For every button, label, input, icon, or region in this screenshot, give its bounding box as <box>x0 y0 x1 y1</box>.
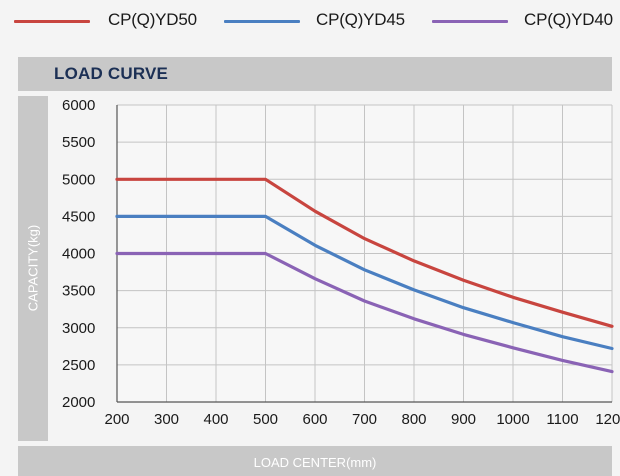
x-tick-label: 1000 <box>496 411 529 428</box>
legend-swatch-yd45 <box>224 20 300 23</box>
legend-label-yd45: CP(Q)YD45 <box>316 10 405 29</box>
y-tick-label: 2500 <box>62 357 95 374</box>
series-line-1 <box>115 177 614 328</box>
x-tick-label: 600 <box>302 411 327 428</box>
y-tick-label: 5000 <box>62 171 95 188</box>
y-axis-label-bar <box>18 96 48 441</box>
x-tick-label: 1200 <box>595 411 620 428</box>
legend-swatch-yd40 <box>432 20 508 23</box>
y-tick-label: 6000 <box>62 97 95 114</box>
legend-swatch-yd50 <box>14 20 90 23</box>
x-tick-label: 900 <box>451 411 476 428</box>
x-axis-label: LOAD CENTER(mm) <box>253 455 377 470</box>
x-tick-label: 300 <box>154 411 179 428</box>
x-tick-label: 800 <box>401 411 426 428</box>
y-tick-label: 3000 <box>62 320 95 337</box>
legend-label-yd50: CP(Q)YD50 <box>108 10 197 29</box>
chart-title-bar: LOAD CURVE <box>18 57 612 91</box>
x-tick-label: 500 <box>253 411 278 428</box>
y-tick-label: 2000 <box>62 394 95 411</box>
series-line-3 <box>115 251 614 374</box>
y-tick-label: 4500 <box>62 208 95 225</box>
legend-label-yd40: CP(Q)YD40 <box>524 10 613 29</box>
y-tick-label: 4000 <box>62 246 95 263</box>
y-tick-label: 5500 <box>62 134 95 151</box>
x-tick-label: 400 <box>203 411 228 428</box>
legend: CP(Q)YD50 CP(Q)YD45 CP(Q)YD40 <box>0 0 620 44</box>
x-tick-label: 700 <box>352 411 377 428</box>
x-tick-label: 200 <box>104 411 129 428</box>
x-tick-label: 1100 <box>546 411 578 428</box>
series-line-2 <box>115 214 614 351</box>
chart-title: LOAD CURVE <box>54 64 169 83</box>
y-tick-label: 3500 <box>62 283 95 300</box>
